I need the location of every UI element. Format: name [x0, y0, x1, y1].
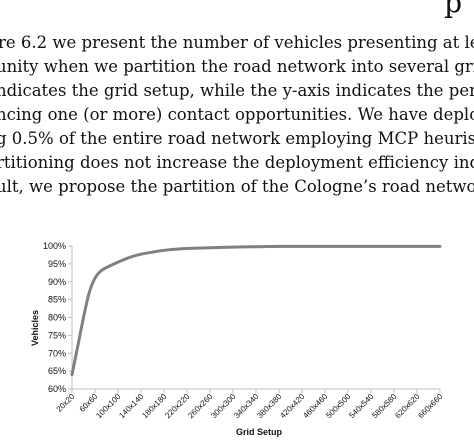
y-axis: 60% 65% 70% 75% 80% 85% 90% 95% 100% — [43, 241, 73, 394]
y-tick-label: 80% — [48, 313, 66, 323]
text-line: g 0.5% of the entire road network employ… — [0, 129, 474, 148]
y-axis-label: Vehicles — [30, 310, 40, 346]
y-tick-label: 90% — [48, 277, 66, 287]
x-axis: 20x20 60x60100x100140x140180x180220x22026… — [55, 388, 445, 420]
text-line: re 6.2 we present the number of vehicles… — [0, 33, 474, 52]
text-line: rtitioning does not increase the deploym… — [0, 153, 474, 172]
text-line: ncing one (or more) contact opportunitie… — [0, 105, 474, 124]
y-tick-label: 95% — [48, 259, 66, 269]
y-tick-label: 75% — [48, 330, 66, 340]
text-line: unity when we partition the road network… — [0, 57, 474, 76]
y-tick-label: 65% — [48, 366, 66, 376]
text-line: ult, we propose the partition of the Col… — [0, 177, 474, 196]
series-line — [70, 244, 442, 377]
x-axis-label: Grid Setup — [236, 427, 283, 437]
x-tick-label: 20x20 — [55, 392, 77, 414]
x-tick-label: 660x660 — [416, 392, 444, 420]
y-tick-label: 85% — [48, 295, 66, 305]
body-text: p re 6.2 we present the number of vehicl… — [0, 0, 474, 205]
page-header-fragment: p — [444, 0, 462, 19]
y-tick-label: 60% — [48, 384, 66, 394]
figure-chart: 60% 65% 70% 75% 80% 85% 90% 95% 100% 20x20 60x601… — [30, 241, 445, 437]
y-tick-label: 70% — [48, 348, 66, 358]
y-tick-label: 100% — [43, 241, 66, 251]
text-line: ndicates the grid setup, while the y-axi… — [0, 81, 474, 100]
